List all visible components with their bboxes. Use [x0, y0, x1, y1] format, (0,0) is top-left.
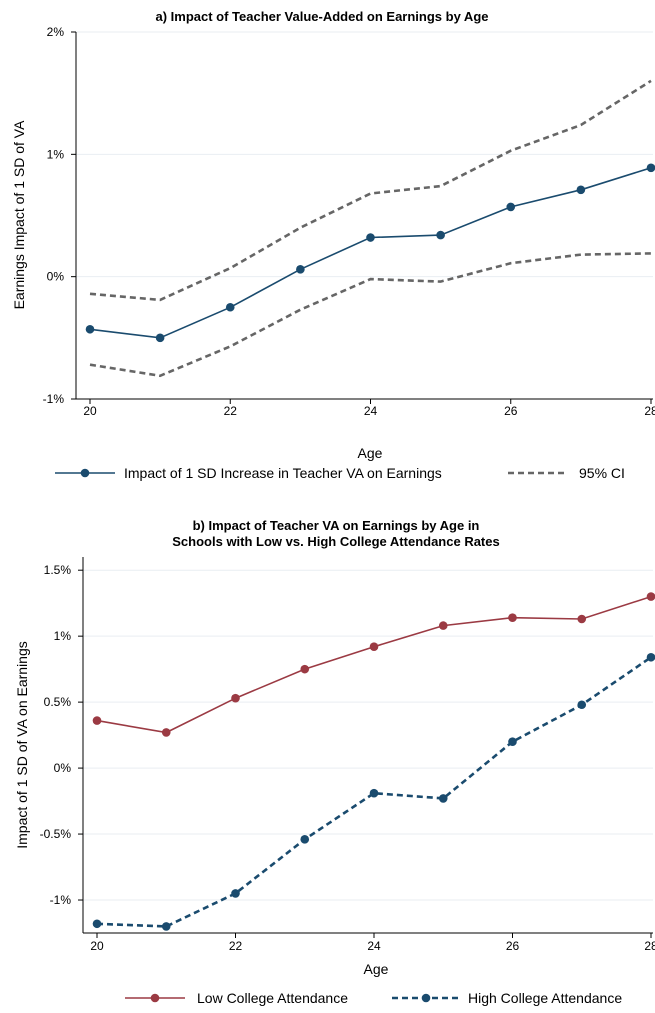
y-tick-label: 1% [54, 629, 72, 643]
series-line [89, 252, 652, 378]
x-tick-label: 26 [506, 939, 520, 953]
data-point [161, 922, 171, 931]
x-tick-label: 22 [224, 404, 238, 418]
series-line [89, 167, 652, 339]
data-point [225, 302, 235, 312]
data-point [508, 737, 517, 747]
x-tick-label: 24 [364, 404, 378, 418]
data-point [296, 265, 305, 274]
data-point [92, 919, 102, 929]
legend-ci-label: 95% CI [579, 465, 625, 481]
panel-a-ylabel: Earnings Impact of 1 SD of VA [11, 120, 27, 309]
panel-b-plot: -1% -0.5% 0% 0.5% 1% 1.5% 20 22 24 26 28 [40, 557, 655, 953]
y-tick-label: 0.5% [44, 695, 72, 709]
series-line [96, 656, 652, 928]
x-tick-label: 20 [83, 404, 97, 418]
data-point [369, 788, 379, 798]
y-tick-label: 0% [47, 270, 65, 284]
panel-b-xlabel: Age [364, 961, 389, 977]
panel-b-subtitle: Schools with Low vs. High College Attend… [172, 534, 499, 549]
data-point [646, 592, 655, 601]
data-point [300, 835, 310, 844]
data-point [576, 185, 586, 195]
data-point [646, 652, 655, 662]
legend-low-marker [150, 993, 160, 1003]
data-point [155, 333, 165, 343]
x-tick-label: 28 [644, 404, 655, 418]
legend-main-marker [80, 468, 90, 478]
data-point [577, 614, 587, 624]
y-tick-label: -0.5% [40, 827, 72, 841]
panel-a-xlabel: Age [358, 445, 383, 461]
series-line [89, 79, 652, 302]
x-tick-label: 24 [367, 939, 381, 953]
data-point [366, 233, 375, 242]
data-point [438, 621, 448, 630]
x-tick-label: 28 [644, 939, 655, 953]
y-tick-label: -1% [43, 392, 65, 406]
data-point [231, 889, 240, 898]
y-tick-label: -1% [50, 893, 72, 907]
data-point [92, 716, 102, 725]
legend-high-marker [421, 993, 431, 1003]
panel-a-title: a) Impact of Teacher Value-Added on Earn… [155, 9, 488, 24]
y-tick-label: 2% [47, 25, 65, 39]
data-point [646, 163, 655, 173]
legend-low-label: Low College Attendance [197, 990, 348, 1006]
legend-high-label: High College Attendance [468, 990, 622, 1006]
x-tick-label: 22 [229, 939, 243, 953]
series-line [96, 595, 652, 734]
panel-a-legend: Impact of 1 SD Increase in Teacher VA on… [55, 465, 625, 481]
data-point [369, 642, 379, 652]
data-point [436, 230, 445, 240]
x-tick-label: 26 [504, 404, 518, 418]
legend-main-label: Impact of 1 SD Increase in Teacher VA on… [124, 465, 442, 481]
data-point [438, 794, 448, 803]
x-tick-label: 20 [90, 939, 104, 953]
data-point [300, 664, 310, 674]
data-point [577, 700, 587, 710]
data-point [85, 324, 95, 334]
panel-a-plot: -1% 0% 1% 2% 20 22 24 26 28 [43, 25, 655, 418]
y-tick-label: 1.5% [44, 563, 72, 577]
data-point [161, 728, 171, 737]
y-tick-label: 1% [47, 147, 65, 161]
y-tick-label: 0% [54, 761, 72, 775]
panel-b-legend: Low College Attendance High College Atte… [125, 990, 622, 1006]
data-point [506, 202, 516, 212]
data-point [231, 693, 240, 703]
panel-b-ylabel: Impact of 1 SD of VA on Earnings [14, 641, 30, 849]
data-point [508, 613, 517, 622]
panel-b-title: b) Impact of Teacher VA on Earnings by A… [193, 518, 480, 533]
